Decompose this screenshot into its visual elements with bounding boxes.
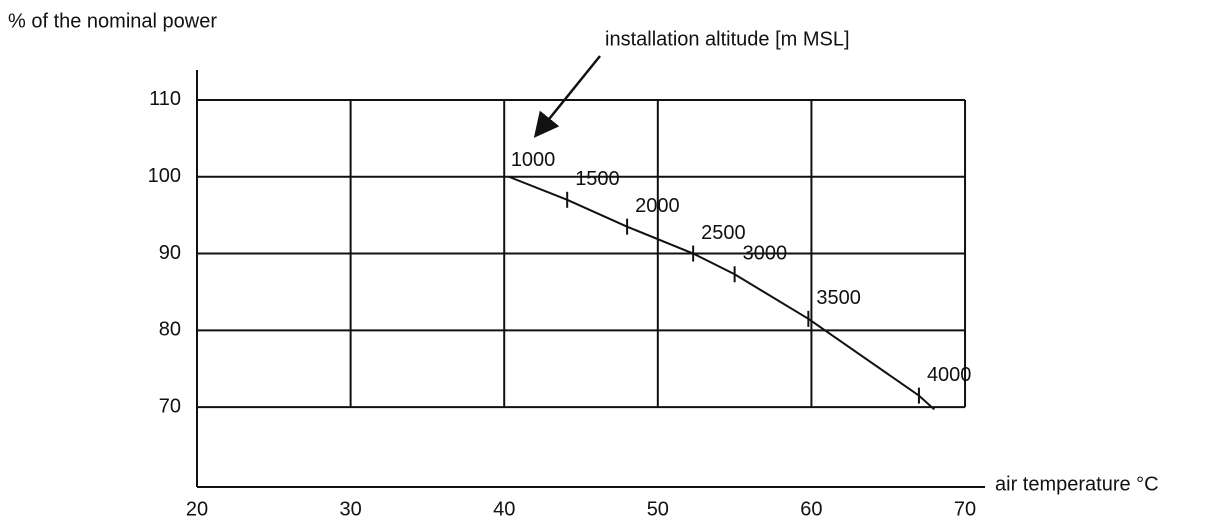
y-tick-label: 100 — [148, 165, 181, 187]
x-tick-label: 30 — [339, 498, 361, 520]
altitude-label: 3000 — [743, 243, 788, 265]
y-tick-label: 70 — [159, 395, 181, 417]
altitude-label: 1000 — [511, 149, 556, 171]
curve — [508, 175, 935, 411]
x-tick-label: 70 — [954, 498, 976, 520]
altitude-label: 3500 — [816, 287, 861, 309]
altitude-label: 4000 — [927, 364, 972, 386]
x-tick-label: 20 — [186, 498, 208, 520]
altitude-label: 1500 — [575, 168, 620, 190]
y-tick-label: 80 — [159, 319, 181, 341]
y-tick-label: 110 — [149, 88, 181, 110]
x-tick-label: 50 — [647, 498, 669, 520]
x-axis-label: air temperature °C — [995, 473, 1159, 495]
annotation: installation altitude [m MSL] — [605, 28, 850, 50]
x-tick-label: 40 — [493, 498, 515, 520]
x-tick-label: 60 — [800, 498, 822, 520]
altitude-label: 2500 — [701, 222, 746, 244]
y-axis-label: % of the nominal power — [8, 10, 217, 32]
y-tick-label: 90 — [159, 242, 181, 264]
annotation-arrow — [533, 55, 601, 138]
altitude-label: 2000 — [635, 195, 680, 217]
